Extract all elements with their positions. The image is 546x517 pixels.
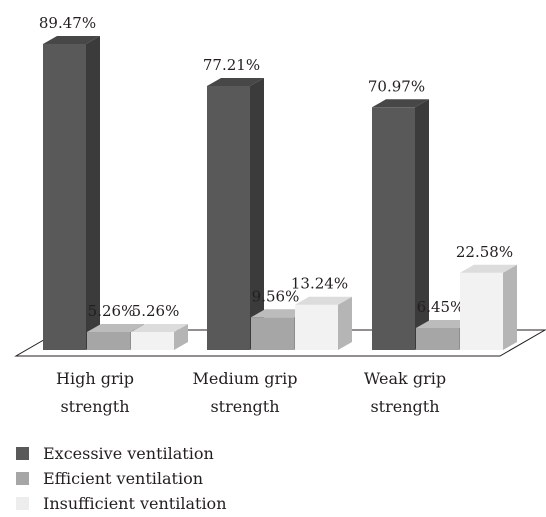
data-label-insufficient-0: 5.26% [132,302,180,320]
data-label-insufficient-2: 22.58% [456,243,513,261]
bar-front [372,107,415,351]
bars-group: 89.47% 77.21% 70.97% 5.26% 9.56% 6.45% 5.26% 13… [39,14,517,351]
data-label-excessive-2: 70.97% [368,77,425,95]
legend-item-excessive: Excessive ventilation [16,441,227,466]
bar-chart: 89.47% 77.21% 70.97% 5.26% 9.56% 6.45% 5.26% 13… [14,14,546,416]
data-label-efficient-0: 5.26% [88,302,136,320]
legend: Excessive ventilation Efficient ventilat… [16,441,227,516]
bar-excessive-0 [43,36,100,350]
bar-insufficient-0 [131,324,188,350]
bar-top [43,36,100,45]
data-label-excessive-1: 77.21% [203,56,260,74]
bar-top [251,309,308,318]
bar-side [174,324,188,350]
bar-side [415,99,429,351]
data-label-insufficient-1: 13.24% [291,275,348,293]
legend-label-excessive: Excessive ventilation [43,444,214,463]
data-label-efficient-2: 6.45% [417,298,465,316]
bar-front [43,44,86,350]
category-label-2-0: Weak grip [364,369,446,388]
bar-front [295,304,338,350]
legend-swatch-efficient [16,472,29,485]
bar-front [131,332,174,350]
bar-side [250,77,264,350]
category-labels: High grip strength Medium grip strength Weak… [56,369,446,416]
bar-side [86,36,100,350]
category-label-2-1: strength [370,397,439,416]
bar-top [207,77,264,86]
bar-top [87,324,144,333]
bar-top [295,296,352,305]
bar-top [460,264,517,273]
bar-front [251,317,294,350]
category-label-1-0: Medium grip [192,369,297,388]
category-label-0-0: High grip [56,369,134,388]
bar-side [503,264,517,350]
bar-front [460,272,503,350]
legend-label-insufficient: Insufficient ventilation [43,494,227,513]
bar-front [207,85,250,350]
data-label-efficient-1: 9.56% [252,287,300,305]
bar-front [87,332,130,350]
bar-insufficient-2 [460,264,517,350]
bar-front [416,327,459,350]
legend-item-insufficient: Insufficient ventilation [16,491,227,516]
bar-excessive-1 [207,77,264,350]
bar-excessive-2 [372,99,429,351]
bar-top [416,319,473,328]
bar-insufficient-1 [295,296,352,350]
legend-label-efficient: Efficient ventilation [43,469,204,488]
category-label-0-1: strength [60,397,129,416]
legend-swatch-excessive [16,447,29,460]
data-label-excessive-0: 89.47% [39,14,96,32]
category-label-1-1: strength [210,397,279,416]
bar-side [338,296,352,350]
legend-item-efficient: Efficient ventilation [16,466,227,491]
legend-swatch-insufficient [16,497,29,510]
bar-top [372,99,429,108]
bar-top [131,324,188,333]
